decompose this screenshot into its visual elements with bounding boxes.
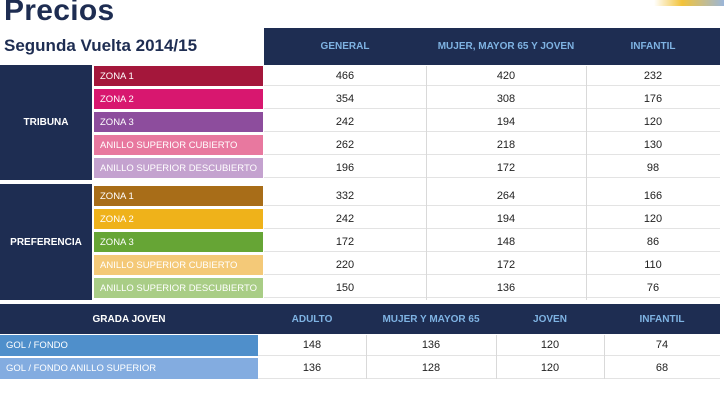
column-divider: [604, 335, 605, 379]
zone-label: ZONA 2: [94, 209, 263, 229]
column-divider: [426, 66, 427, 300]
header-joven: JOVEN: [533, 313, 567, 325]
grada-joven-label: GRADA JOVEN: [92, 313, 166, 325]
grada-price-cell: 120: [496, 335, 604, 356]
price-cell: 176: [586, 89, 720, 109]
column-divider: [586, 66, 587, 300]
grada-price-cell: 120: [496, 358, 604, 379]
group-label-preferencia: PREFERENCIA: [0, 184, 92, 300]
grada-price-cell: 136: [366, 335, 496, 356]
zone-label: ZONA 2: [94, 89, 263, 109]
price-cell: 120: [586, 112, 720, 132]
zone-label: ZONA 3: [94, 112, 263, 132]
price-cell: 130: [586, 135, 720, 155]
decorative-stripe: [654, 0, 724, 6]
price-cell: 220: [264, 255, 426, 275]
price-cell: 242: [264, 209, 426, 229]
grada-zone-label: GOL / FONDO ANILLO SUPERIOR: [0, 358, 258, 379]
grada-zone-label: GOL / FONDO: [0, 335, 258, 356]
price-cell: 264: [426, 186, 586, 206]
header-mujer-mayor-joven: MUJER, MAYOR 65 Y JOVEN: [437, 41, 575, 52]
price-cell: 242: [264, 112, 426, 132]
zone-label: ANILLO SUPERIOR CUBIERTO: [94, 255, 263, 275]
price-cell: 308: [426, 89, 586, 109]
price-cell: 172: [264, 232, 426, 252]
group-label-tribuna: TRIBUNA: [0, 65, 92, 180]
zone-label: ANILLO SUPERIOR CUBIERTO: [94, 135, 263, 155]
price-cell: 86: [586, 232, 720, 252]
page-title: Precios: [4, 0, 115, 27]
price-cell: 136: [426, 278, 586, 298]
grada-price-cell: 68: [604, 358, 720, 379]
zone-label: ANILLO SUPERIOR DESCUBIERTO: [94, 158, 263, 178]
price-cell: 332: [264, 186, 426, 206]
price-cell: 150: [264, 278, 426, 298]
price-cell: 420: [426, 66, 586, 86]
header-infantil-grada: INFANTIL: [639, 313, 685, 325]
header-mujer-mayor-65: MUJER Y MAYOR 65: [382, 313, 480, 325]
price-cell: 218: [426, 135, 586, 155]
zone-label: ZONA 1: [94, 186, 263, 206]
zone-label: ANILLO SUPERIOR DESCUBIERTO: [94, 278, 263, 298]
column-divider: [496, 335, 497, 379]
price-cell: 172: [426, 158, 586, 178]
price-cell: 148: [426, 232, 586, 252]
price-cell: 262: [264, 135, 426, 155]
price-cell: 172: [426, 255, 586, 275]
header-adulto: ADULTO: [291, 313, 333, 325]
zone-label: ZONA 1: [94, 66, 263, 86]
price-cell: 196: [264, 158, 426, 178]
price-cell: 232: [586, 66, 720, 86]
column-divider: [366, 335, 367, 379]
price-cell: 194: [426, 112, 586, 132]
header-general: GENERAL: [320, 41, 370, 52]
grada-price-cell: 136: [258, 358, 366, 379]
price-cell: 76: [586, 278, 720, 298]
header-infantil: INFANTIL: [630, 41, 676, 52]
price-cell: 166: [586, 186, 720, 206]
price-cell: 110: [586, 255, 720, 275]
grada-price-cell: 128: [366, 358, 496, 379]
page-subtitle: Segunda Vuelta 2014/15: [4, 36, 198, 55]
grada-price-cell: 148: [258, 335, 366, 356]
price-cell: 194: [426, 209, 586, 229]
grada-joven-header-band: [0, 304, 720, 334]
price-cell: 354: [264, 89, 426, 109]
price-cell: 98: [586, 158, 720, 178]
price-cell: 120: [586, 209, 720, 229]
grada-price-cell: 74: [604, 335, 720, 356]
price-cell: 466: [264, 66, 426, 86]
zone-label: ZONA 3: [94, 232, 263, 252]
main-header-band: [264, 28, 720, 65]
